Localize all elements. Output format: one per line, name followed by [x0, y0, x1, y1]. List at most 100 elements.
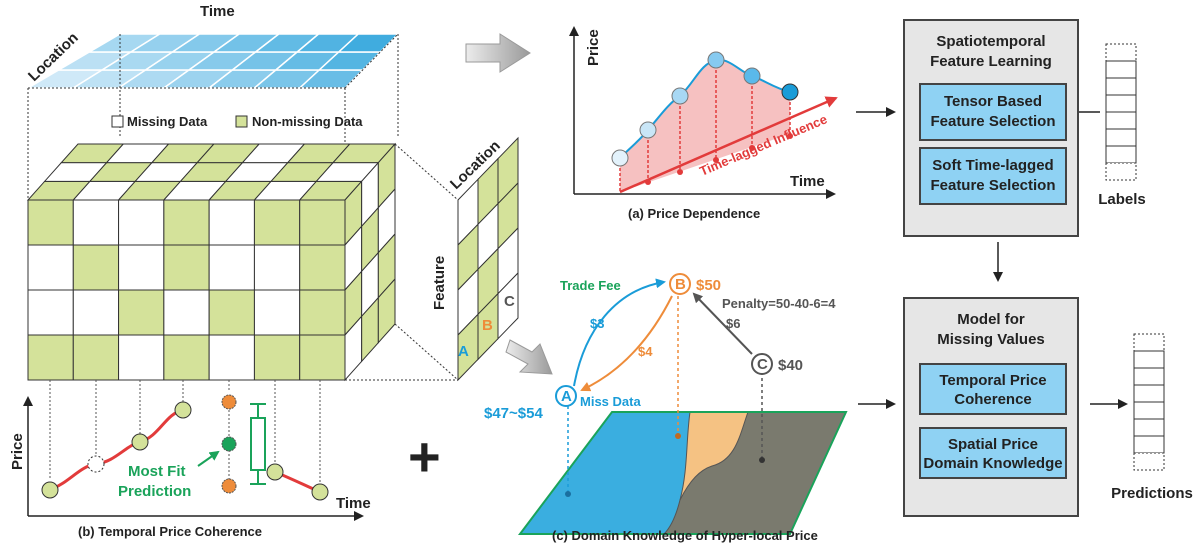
- dependence-caption: (a) Price Dependence: [628, 206, 760, 221]
- model-box1-2: Coherence: [954, 391, 1032, 408]
- tensor-front-cell: [118, 334, 165, 381]
- feature-box2-2: Feature Selection: [930, 177, 1055, 194]
- tensor-front-cell: [253, 244, 301, 291]
- cell-legend: Missing Data Non-missing Data: [111, 114, 363, 129]
- vector-cell: [1133, 418, 1165, 437]
- tensor-cube: [26, 142, 459, 382]
- temporal-x-label: Time: [336, 495, 371, 512]
- dependence-y-label: Price: [585, 29, 602, 66]
- node-a: A: [561, 388, 572, 405]
- fee-3: $3: [590, 316, 604, 331]
- node-b: B: [675, 276, 686, 293]
- vector-cell: [1105, 145, 1137, 164]
- tensor-front-cell: [253, 334, 301, 381]
- tensor-front-cell: [27, 244, 74, 291]
- range-a: $47~$54: [484, 405, 543, 422]
- vector-cell: [1133, 401, 1165, 420]
- slice-link: [394, 143, 459, 201]
- vector-cell: [1133, 435, 1165, 454]
- vector-cell: [1133, 350, 1165, 369]
- model-panel: [903, 297, 1079, 517]
- tensor-front-cell: [27, 334, 74, 381]
- node-c: C: [757, 356, 768, 373]
- tensor-front-cell: [208, 289, 255, 336]
- slice-label-b: B: [482, 317, 493, 334]
- domain-caption: (c) Domain Knowledge of Hyper-local Pric…: [552, 528, 818, 543]
- tensor-front-cell: [299, 199, 346, 246]
- price-dependence-plot: [569, 26, 838, 199]
- vector-cell: [1133, 452, 1165, 471]
- tensor-front-cell: [118, 289, 165, 336]
- vector-cell: [1133, 333, 1165, 352]
- vector-cell: [1133, 367, 1165, 386]
- tensor-drop-lines: [49, 380, 321, 490]
- price-c: $40: [778, 357, 803, 374]
- tensor-front-cell: [118, 199, 165, 246]
- temporal-y-label: Price: [9, 433, 26, 470]
- tensor-front-cell: [72, 244, 120, 291]
- tensor-front-cell: [253, 289, 301, 336]
- model-box1-1: Temporal Price: [939, 372, 1046, 389]
- tensor-front-cell: [208, 334, 255, 381]
- labels-caption: Labels: [1098, 191, 1146, 208]
- model-title-2: Missing Values: [937, 331, 1045, 348]
- tensor-front-cell: [27, 199, 74, 246]
- vector-cell: [1105, 77, 1137, 96]
- feature-title-2: Feature Learning: [930, 53, 1052, 70]
- fee-4: $4: [638, 344, 653, 359]
- labels-vector: [1105, 43, 1137, 181]
- tensor-front-cell: [118, 244, 165, 291]
- vector-cell: [1105, 43, 1137, 62]
- tensor-front-cell: [72, 199, 120, 246]
- tensor-front-cell: [163, 244, 210, 291]
- feature-title-1: Spatiotemporal: [936, 33, 1045, 50]
- model-box2-1: Spatial Price: [948, 436, 1038, 453]
- tensor-front-cell: [208, 199, 255, 246]
- dependence-x-label: Time: [790, 173, 825, 190]
- tensor-front-cell: [299, 289, 346, 336]
- model-title-1: Model for: [957, 311, 1025, 328]
- domain-map: [517, 273, 848, 535]
- tensor-front-cell: [72, 289, 120, 336]
- vector-cell: [1105, 111, 1137, 130]
- fee-6: $6: [726, 316, 740, 331]
- temporal-caption: (b) Temporal Price Coherence: [78, 524, 262, 539]
- grey-arrow-top: [465, 33, 531, 73]
- tensor-front-cell: [72, 334, 120, 381]
- slice-link: [394, 323, 459, 381]
- temporal-plot: [23, 394, 364, 521]
- legend-nonmissing-label: Non-missing Data: [252, 114, 363, 129]
- top-slab: [25, 33, 400, 89]
- vector-cell: [1105, 94, 1137, 113]
- feature-box2-1: Soft Time-lagged: [932, 157, 1053, 174]
- feature-box1-1: Tensor Based: [944, 93, 1042, 110]
- vector-cell: [1133, 384, 1165, 403]
- legend-missing-label: Missing Data: [127, 114, 208, 129]
- trade-fee-label: Trade Fee: [560, 278, 621, 293]
- miss-data-label: Miss Data: [580, 394, 641, 409]
- grey-arrow-mid: [505, 339, 553, 375]
- model-box2-2: Domain Knowledge: [923, 455, 1062, 472]
- prediction-label: Prediction: [118, 483, 191, 500]
- tensor-front-cell: [253, 199, 301, 246]
- slice-cell: [497, 271, 519, 340]
- slice-label-c: C: [504, 293, 515, 310]
- tensor-front-cell: [163, 199, 210, 246]
- slab-time-label: Time: [200, 3, 235, 20]
- price-b: $50: [696, 277, 721, 294]
- predictions-vector: [1133, 333, 1165, 471]
- plus-sign: +: [408, 425, 441, 488]
- penalty-label: Penalty=50-40-6=4: [722, 296, 836, 311]
- tensor-front-cell: [299, 334, 346, 381]
- predictions-caption: Predictions: [1111, 485, 1193, 502]
- projection-lines: [27, 33, 399, 200]
- side-feature-label: Feature: [431, 256, 448, 310]
- tensor-front-cell: [27, 289, 74, 336]
- vector-cell: [1105, 128, 1137, 147]
- tensor-front-cell: [163, 334, 210, 381]
- feature-learning-panel: [903, 19, 1079, 237]
- vector-cell: [1105, 60, 1137, 79]
- tensor-front-cell: [163, 289, 210, 336]
